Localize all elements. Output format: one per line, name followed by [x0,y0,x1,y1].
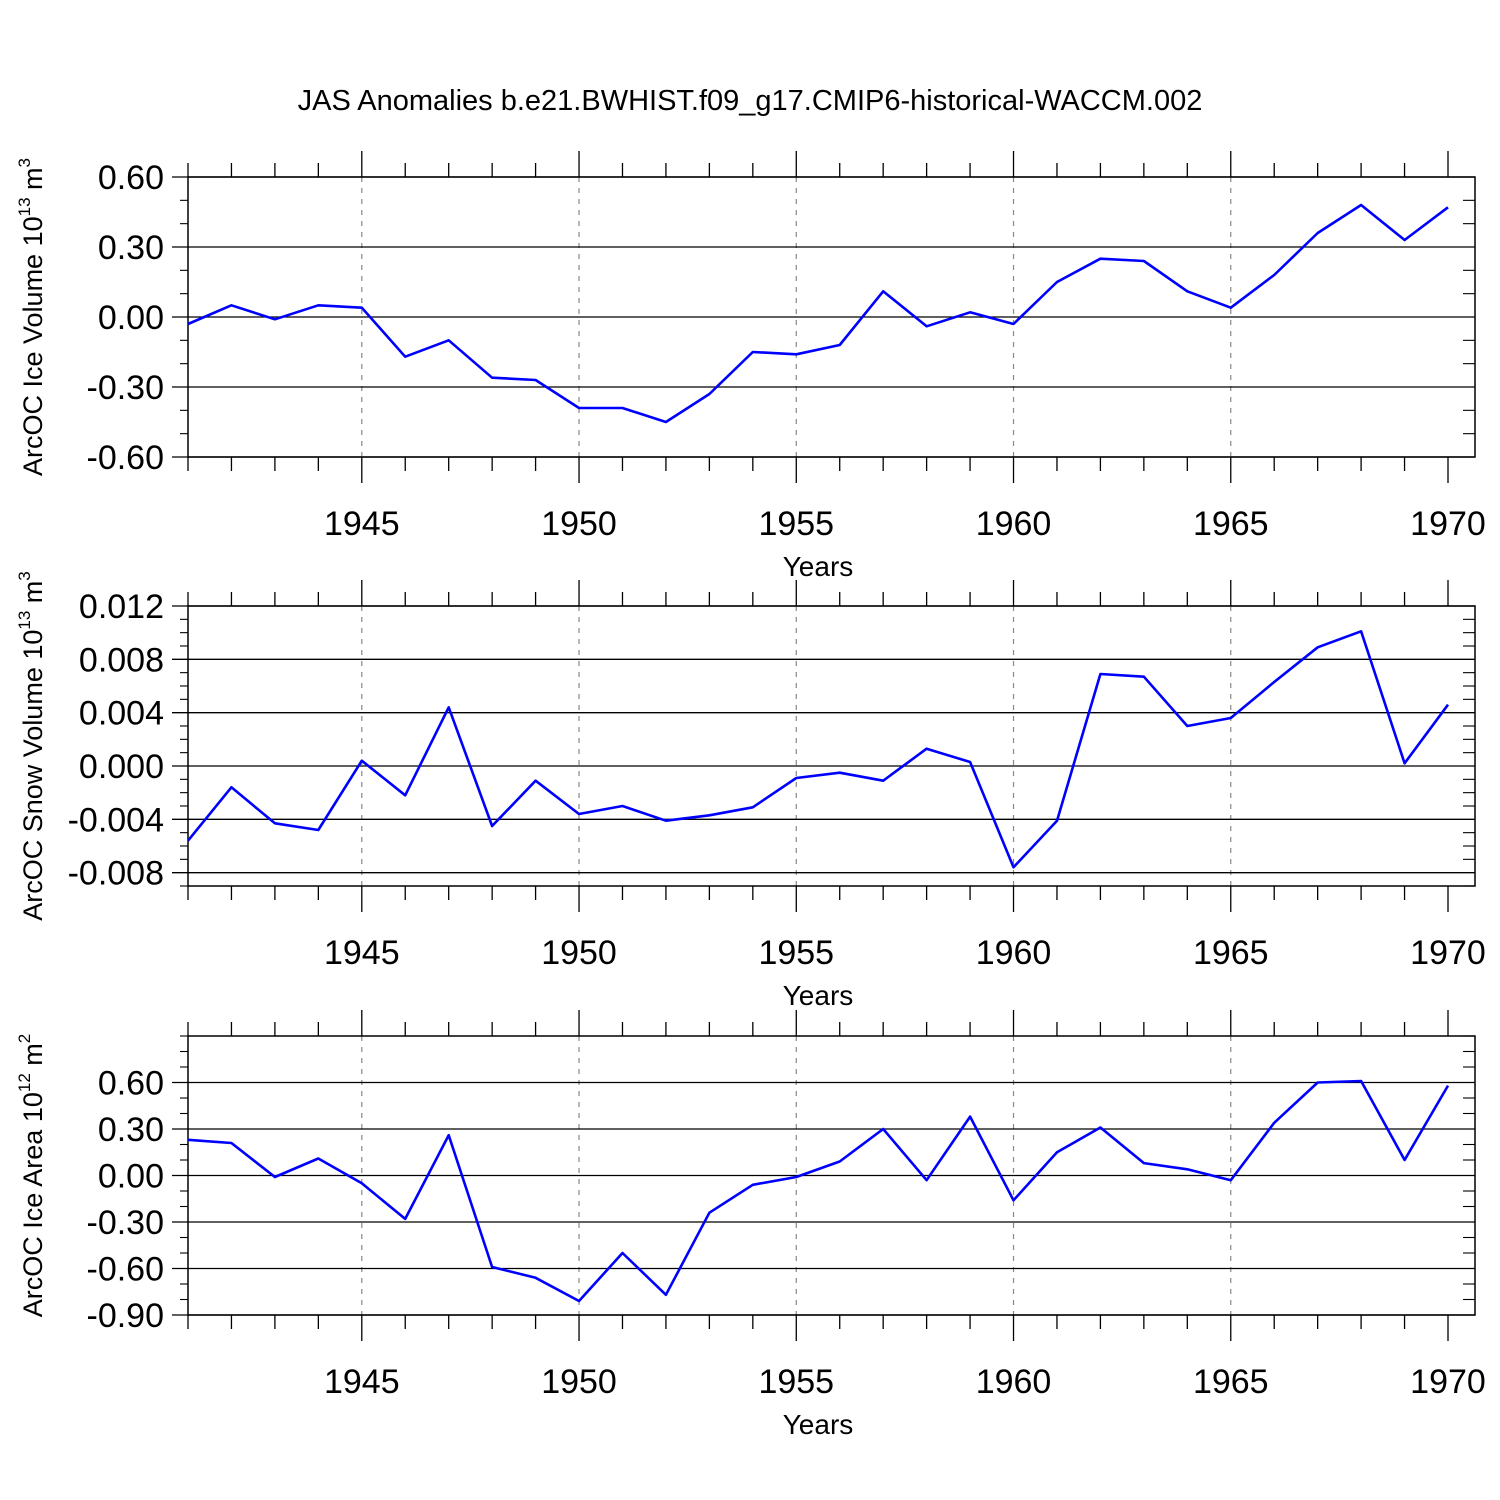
y-tick-label: 0.004 [79,695,164,733]
x-tick-label: 1945 [324,1363,400,1401]
series-line [186,629,1450,869]
figure-title: JAS Anomalies b.e21.BWHIST.f09_g17.CMIP6… [298,85,1203,117]
y-tick-label: 0.30 [98,1111,164,1149]
y-tick-label: 0.012 [79,588,164,626]
y-tick-label: -0.004 [68,801,164,839]
x-tick-label: 1960 [976,934,1052,972]
x-tick-label: 1965 [1193,1363,1269,1401]
y-axis-label-part: ArcOC Ice Volume 10 [18,216,48,476]
y-axis-label-part: m [18,167,48,197]
y-axis-label: ArcOC Ice Volume 1013 m3 [15,158,48,476]
y-axis-label-part: ArcOC Ice Area 10 [18,1092,48,1317]
x-tick-label: 1970 [1410,934,1486,972]
x-tick-label: 1965 [1193,505,1269,543]
y-tick-label: 0.000 [79,748,164,786]
y-axis-label-superscript: 3 [15,571,34,580]
y-axis-label-superscript: 12 [15,1073,34,1092]
y-axis-label-superscript: 13 [15,611,34,630]
y-axis-label-part: m [18,1043,48,1073]
y-tick-label: 0.00 [98,1158,164,1196]
y-tick-label: -0.30 [87,1204,165,1242]
y-tick-label: -0.90 [87,1297,165,1335]
x-tick-label: 1950 [541,934,617,972]
y-axis-label-part: m [18,581,48,611]
y-axis-label-superscript: 3 [15,158,34,167]
chart-panel-2: -0.008 -0.004 0.000 0.004 0.008 0.012 1945 1950… [15,571,1486,1011]
y-tick-label: 0.60 [98,1065,164,1103]
x-tick-label: 1955 [758,505,834,543]
y-tick-label: -0.60 [87,439,165,477]
x-tick-label: 1965 [1193,934,1269,972]
x-tick-label: 1950 [541,505,617,543]
x-tick-label: 1970 [1410,1363,1486,1401]
x-tick-label: 1955 [758,1363,834,1401]
x-tick-label: 1960 [976,505,1052,543]
x-tick-label: 1960 [976,1363,1052,1401]
y-tick-label: -0.008 [68,855,164,893]
y-tick-label: 0.30 [98,229,164,267]
series-line [187,1079,1450,1303]
y-axis-label-superscript: 2 [15,1034,34,1043]
y-axis-label: ArcOC Snow Volume 1013 m3 [15,571,48,921]
x-tick-label: 1955 [758,934,834,972]
chart-panel-3: -0.90 -0.60 -0.30 0.00 0.30 0.60 1945 1950 1955 1… [15,1010,1486,1440]
x-axis-label: Years [783,980,854,1011]
y-axis-label-superscript: 13 [15,197,34,216]
y-tick-label: 0.60 [98,159,164,197]
y-tick-label: 0.008 [79,641,164,679]
x-tick-label: 1945 [324,505,400,543]
y-tick-label: -0.60 [87,1251,165,1289]
y-tick-label: -0.30 [87,369,165,407]
y-axis-label: ArcOC Ice Area 1012 m2 [15,1034,48,1318]
chart-panel-1: -0.60 -0.30 0.00 0.30 0.60 1945 1950 1955 1960 19… [15,151,1486,582]
y-tick-label: 0.00 [98,299,164,337]
y-axis-label-part: ArcOC Snow Volume 10 [18,630,48,921]
series-line [187,203,1449,424]
x-tick-label: 1945 [324,934,400,972]
x-tick-label: 1950 [541,1363,617,1401]
x-tick-label: 1970 [1410,505,1486,543]
x-axis-label: Years [783,551,854,582]
x-axis-label: Years [783,1409,854,1440]
